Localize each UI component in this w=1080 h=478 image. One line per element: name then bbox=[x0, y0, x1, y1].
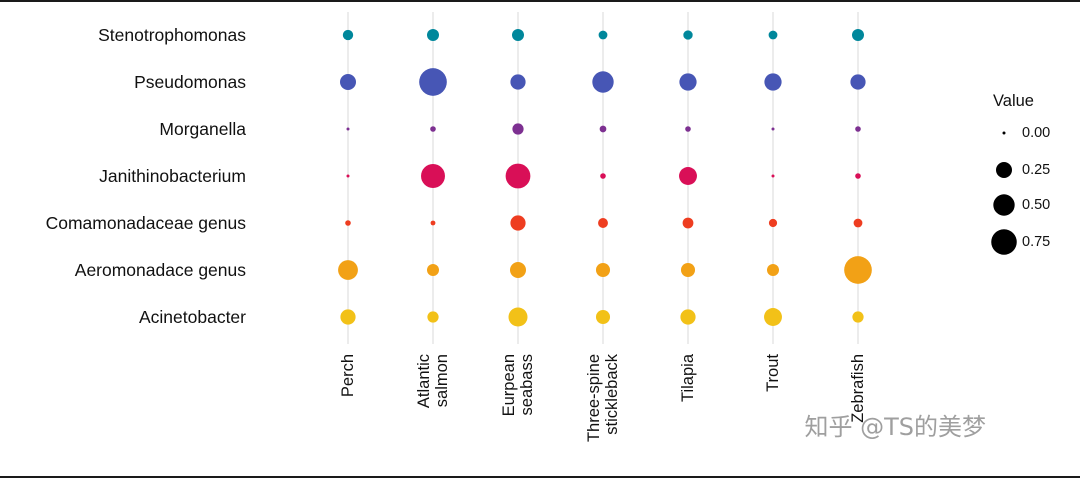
bubble bbox=[768, 30, 778, 40]
col-label: salmon bbox=[433, 354, 451, 407]
row-label: Acinetobacter bbox=[139, 307, 246, 327]
legend-items: 0.00 0.25 0.50 0.75 bbox=[991, 125, 1050, 255]
bubble bbox=[508, 307, 528, 327]
col-label: Atlantic bbox=[415, 354, 433, 408]
bubble bbox=[427, 29, 439, 41]
x-axis-labels: Perch Atlantic salmon Eurpean seabass Three-s… bbox=[339, 353, 867, 442]
row-label: Janithinobacterium bbox=[99, 166, 246, 186]
bubble bbox=[427, 311, 439, 323]
watermark-text: 知乎 @TS的美梦 bbox=[804, 413, 986, 441]
bubble bbox=[598, 30, 608, 40]
bubble bbox=[771, 127, 775, 131]
y-axis-labels: Stenotrophomonas Pseudomonas Morganella Jan… bbox=[46, 25, 247, 327]
legend-size-label: 0.00 bbox=[1022, 125, 1050, 141]
bubble bbox=[768, 218, 778, 228]
bubble bbox=[850, 74, 866, 90]
bubble bbox=[340, 74, 356, 90]
bubble bbox=[599, 125, 607, 133]
bubble bbox=[767, 264, 779, 276]
bubble bbox=[855, 126, 861, 132]
watermark: 知乎 @TS的美梦 bbox=[804, 413, 986, 441]
bubble bbox=[346, 174, 350, 178]
row-label: Stenotrophomonas bbox=[98, 25, 246, 45]
row-label: Aeromonadace genus bbox=[75, 260, 246, 280]
bubble bbox=[685, 126, 691, 132]
col-label: Zebrafish bbox=[849, 354, 867, 423]
bubble bbox=[844, 256, 872, 284]
bubble bbox=[430, 126, 436, 132]
bubble bbox=[346, 127, 350, 131]
bubble bbox=[683, 30, 693, 40]
bubble bbox=[764, 73, 782, 91]
legend-size-label: 0.25 bbox=[1022, 162, 1050, 178]
col-label: Eurpean bbox=[500, 354, 518, 416]
bubble bbox=[852, 311, 864, 323]
col-label: seabass bbox=[518, 354, 536, 415]
bubble bbox=[764, 308, 782, 326]
bubble bbox=[595, 309, 611, 325]
bubble bbox=[682, 217, 694, 229]
legend-size-dot bbox=[996, 162, 1012, 178]
bubble bbox=[600, 173, 606, 179]
legend-size-dot bbox=[1002, 131, 1006, 135]
bubble bbox=[680, 262, 696, 278]
bubble bbox=[852, 29, 864, 41]
bubble bbox=[855, 173, 861, 179]
col-label: stickleback bbox=[603, 353, 621, 434]
col-label: Tilapia bbox=[679, 353, 697, 402]
bubble bbox=[510, 215, 526, 231]
legend-size-dot bbox=[991, 229, 1017, 255]
row-label: Morganella bbox=[159, 119, 246, 139]
bubble bbox=[512, 123, 524, 135]
bubble bbox=[427, 264, 439, 276]
bubble bbox=[340, 309, 356, 325]
legend-size-label: 0.75 bbox=[1022, 234, 1050, 250]
bubble bbox=[595, 262, 611, 278]
col-label: Three-spine bbox=[585, 354, 603, 442]
col-label: Perch bbox=[339, 354, 357, 397]
bubble bbox=[680, 309, 696, 325]
bubble bbox=[771, 174, 775, 178]
bubble bbox=[342, 29, 354, 41]
bubbles bbox=[338, 29, 872, 327]
bubble bbox=[345, 220, 351, 226]
bubble bbox=[512, 29, 524, 41]
row-label: Pseudomonas bbox=[134, 72, 246, 92]
row-label: Comamonadaceae genus bbox=[46, 213, 247, 233]
bubble bbox=[430, 220, 436, 226]
bubble bbox=[853, 218, 863, 228]
bubble bbox=[679, 167, 697, 185]
bubble bbox=[419, 68, 447, 96]
bubble bbox=[510, 74, 526, 90]
legend-size-dot bbox=[993, 194, 1015, 216]
col-label: Trout bbox=[764, 354, 782, 392]
bubble bbox=[510, 262, 526, 278]
bubble bbox=[421, 164, 445, 188]
bubble bbox=[505, 163, 531, 189]
bubble bbox=[338, 260, 358, 280]
size-legend: Value 0.00 0.25 0.50 0.75 bbox=[991, 92, 1050, 255]
bubble bbox=[592, 71, 614, 93]
legend-size-label: 0.50 bbox=[1022, 197, 1050, 213]
bubble bbox=[679, 73, 697, 91]
legend-title: Value bbox=[993, 92, 1034, 110]
bubble bbox=[598, 218, 608, 228]
